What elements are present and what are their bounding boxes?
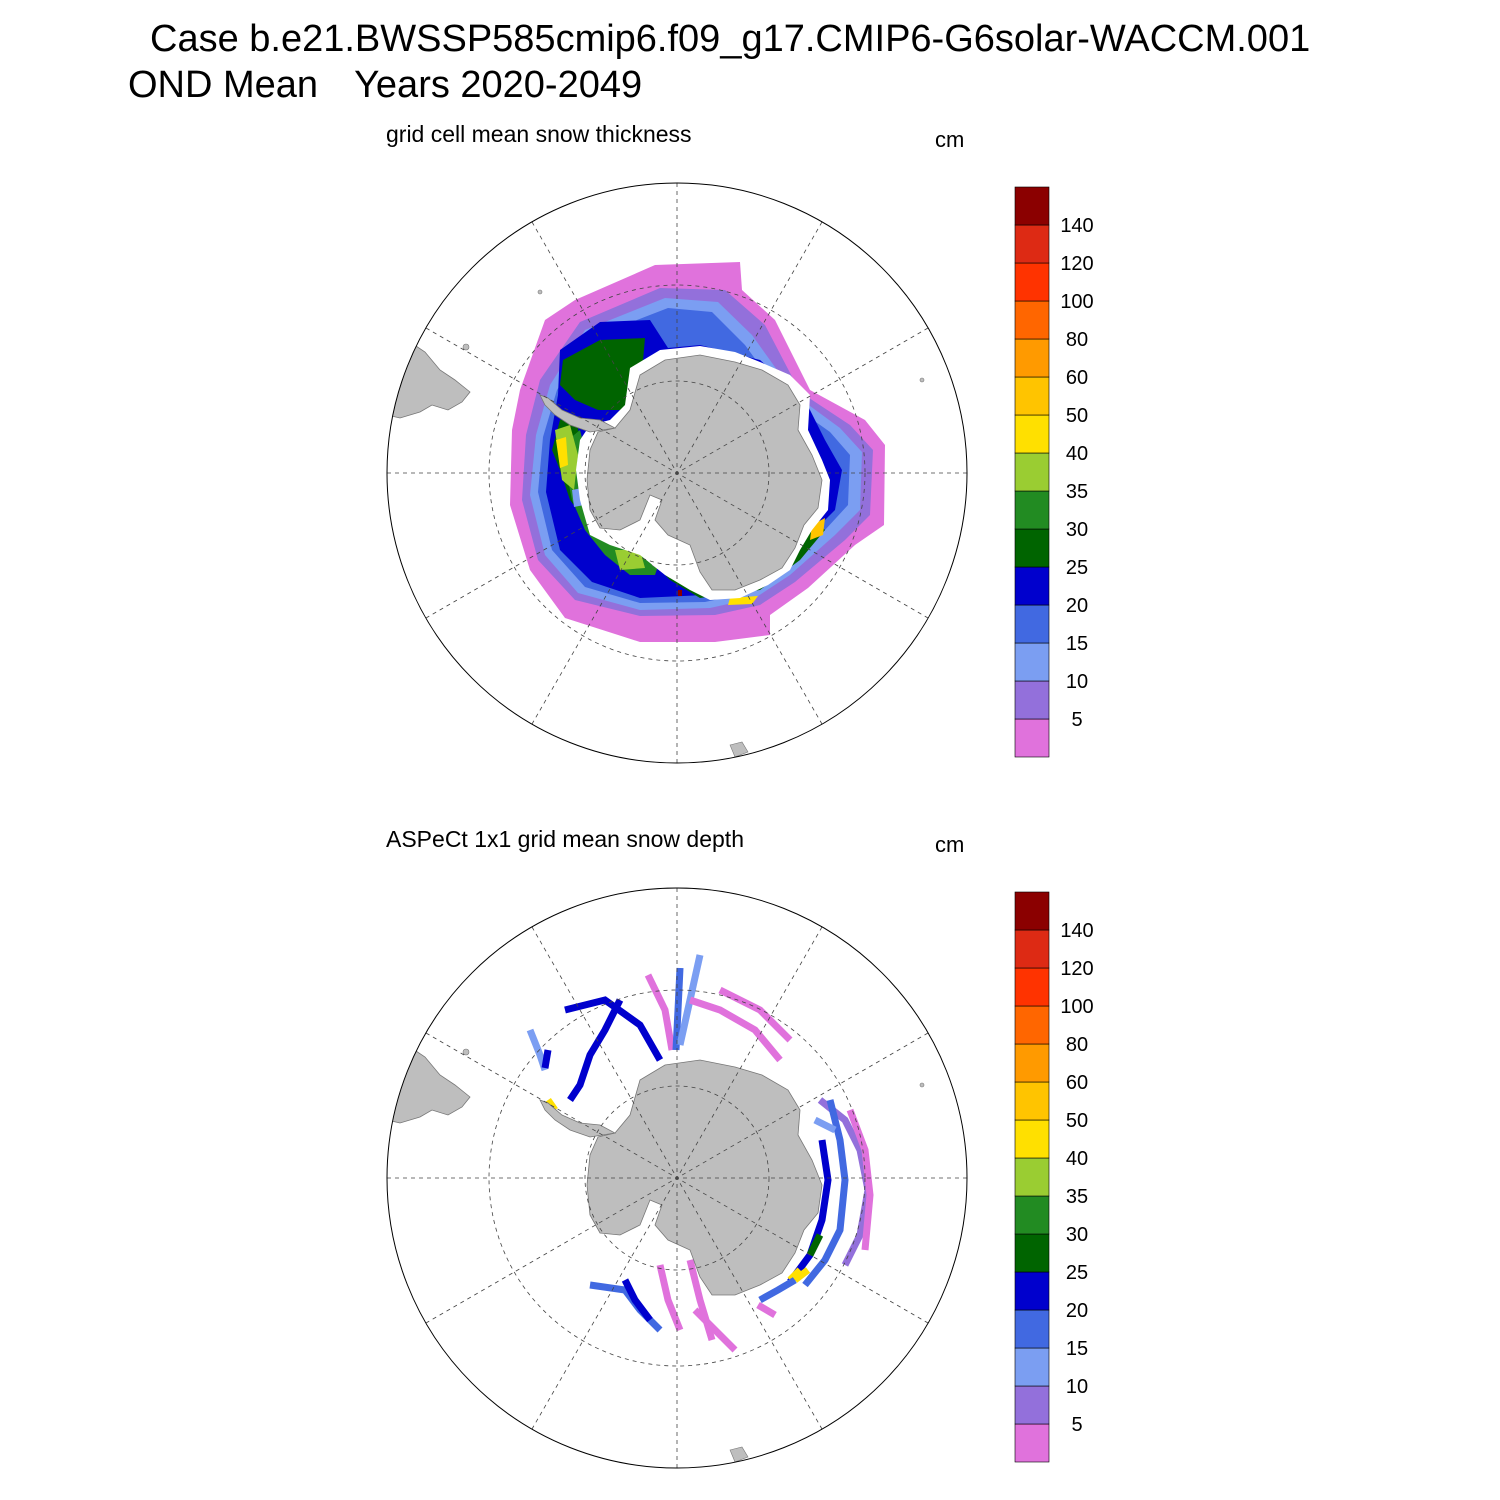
colorbar-1-tick-label: 50 <box>1066 405 1088 427</box>
colorbar-1-swatch <box>1014 452 1050 492</box>
new-zealand-tip <box>729 1446 749 1463</box>
colorbar-1-swatch <box>1014 338 1050 378</box>
colorbar-1-tick-label: 10 <box>1066 671 1088 693</box>
panel-2-map <box>386 887 968 1469</box>
colorbar-2-tick-label: 140 <box>1060 920 1093 942</box>
colorbar-2-swatch <box>1014 1157 1050 1197</box>
colorbar-1-tick-label: 40 <box>1066 443 1088 465</box>
colorbar-2-tick-label: 10 <box>1066 1376 1088 1398</box>
graticule <box>387 888 967 1468</box>
colorbar-2-swatch <box>1014 891 1050 931</box>
panel-1-title: grid cell mean snow thickness <box>386 121 692 147</box>
colorbar-1-tick-label: 60 <box>1066 367 1088 389</box>
panel-1-map <box>386 182 968 764</box>
colorbar-1-swatch <box>1014 262 1050 302</box>
bouvet-island <box>919 377 925 383</box>
new-zealand-tip <box>729 741 749 758</box>
colorbar-2-swatch <box>1014 1043 1050 1083</box>
colorbar-2-tick-label: 25 <box>1066 1262 1088 1284</box>
season-label: OND Mean <box>128 64 319 106</box>
colorbar-2-tick-label: 50 <box>1066 1110 1088 1132</box>
south-america-tip <box>387 341 471 419</box>
colorbar-1-tick-label: 80 <box>1066 329 1088 351</box>
colorbar-2-tick-label: 20 <box>1066 1300 1088 1322</box>
colorbar-2-tick-label: 80 <box>1066 1034 1088 1056</box>
panel-1-units: cm <box>935 127 965 152</box>
years-label: Years 2020-2049 <box>354 64 643 106</box>
colorbar-2-swatch <box>1014 1423 1050 1463</box>
colorbar-1-swatch <box>1014 414 1050 454</box>
colorbar-1-tick-label: 35 <box>1066 481 1088 503</box>
south-america-tip <box>387 1046 471 1124</box>
colorbar-2-tick-label: 60 <box>1066 1072 1088 1094</box>
colorbar-1-tick-label: 25 <box>1066 557 1088 579</box>
colorbar-1-swatch <box>1014 300 1050 340</box>
colorbar-1-swatch <box>1014 528 1050 568</box>
colorbar-2-swatch <box>1014 1195 1050 1235</box>
colorbar-1-tick-label: 30 <box>1066 519 1088 541</box>
map-frame <box>386 887 968 1469</box>
colorbar-2-tick-label: 100 <box>1060 996 1093 1018</box>
aspect-observation-tracks <box>526 954 874 1353</box>
antarctic-peninsula <box>539 394 617 433</box>
antarctica-landmass <box>586 1059 823 1296</box>
colorbar-2-tick-label: 35 <box>1066 1186 1088 1208</box>
colorbar-2-swatch <box>1014 929 1050 969</box>
panel-2-units: cm <box>935 832 965 857</box>
colorbar-2-swatch <box>1014 967 1050 1007</box>
colorbar-2-tick-label: 30 <box>1066 1224 1088 1246</box>
colorbar-1-tick-label: 15 <box>1066 633 1088 655</box>
colorbar-1: 5 10 15 20 25 30 35 40 50 60 80 100 120 140 <box>1014 186 1094 758</box>
falkland-islands <box>462 343 470 351</box>
colorbar-1-tick-label: 100 <box>1060 291 1093 313</box>
colorbar-2: 5 10 15 20 25 30 35 40 50 60 80 100 120 140 <box>1014 891 1094 1463</box>
graticule <box>387 183 967 763</box>
period-title: OND Mean Years 2020-2049 <box>128 64 642 107</box>
colorbar-2-swatch <box>1014 1005 1050 1045</box>
panel-2-title: ASPeCt 1x1 grid mean snow depth <box>386 826 744 852</box>
colorbar-1-tick-label: 5 <box>1071 709 1082 731</box>
bouvet-island <box>919 1082 925 1088</box>
colorbar-2-swatch <box>1014 1271 1050 1311</box>
colorbar-1-swatch <box>1014 376 1050 416</box>
colorbar-1-swatch <box>1014 680 1050 720</box>
colorbar-1-swatch <box>1014 490 1050 530</box>
colorbar-1-swatch <box>1014 604 1050 644</box>
map-frame <box>386 182 968 764</box>
falkland-islands <box>462 1048 470 1056</box>
colorbar-2-swatch <box>1014 1385 1050 1425</box>
colorbar-2-tick-label: 5 <box>1071 1414 1082 1436</box>
colorbar-2-swatch <box>1014 1233 1050 1273</box>
colorbar-1-tick-label: 120 <box>1060 253 1093 275</box>
colorbar-2-swatch <box>1014 1309 1050 1349</box>
colorbar-2-tick-label: 15 <box>1066 1338 1088 1360</box>
colorbar-1-swatch <box>1014 642 1050 682</box>
colorbar-2-swatch <box>1014 1119 1050 1159</box>
colorbar-2-tick-label: 120 <box>1060 958 1093 980</box>
colorbar-2-swatch <box>1014 1347 1050 1387</box>
case-title: Case b.e21.BWSSP585cmip6.f09_g17.CMIP6-G… <box>150 18 1311 60</box>
colorbar-1-tick-label: 20 <box>1066 595 1088 617</box>
colorbar-1-swatch <box>1014 224 1050 264</box>
south-georgia <box>537 289 543 295</box>
colorbar-2-swatch <box>1014 1081 1050 1121</box>
antarctica-landmass <box>586 354 823 591</box>
colorbar-1-swatch <box>1014 718 1050 758</box>
colorbar-1-swatch <box>1014 186 1050 226</box>
colorbar-1-tick-label: 140 <box>1060 215 1093 237</box>
antarctic-peninsula <box>539 1099 617 1138</box>
colorbar-1-swatch <box>1014 566 1050 606</box>
colorbar-2-tick-label: 40 <box>1066 1148 1088 1170</box>
